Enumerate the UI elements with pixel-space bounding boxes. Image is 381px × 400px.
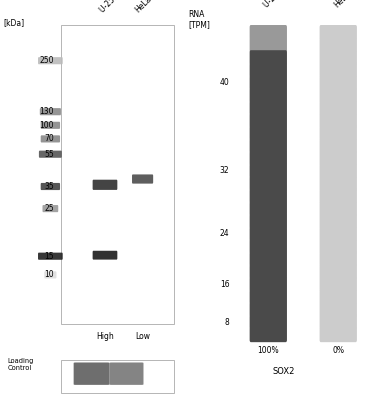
Text: U-251 MG: U-251 MG [262, 0, 295, 10]
FancyBboxPatch shape [41, 122, 60, 129]
FancyBboxPatch shape [320, 25, 357, 40]
FancyBboxPatch shape [320, 75, 357, 90]
FancyBboxPatch shape [250, 126, 287, 141]
FancyBboxPatch shape [320, 226, 357, 242]
Text: 250: 250 [40, 56, 54, 65]
FancyBboxPatch shape [93, 180, 117, 190]
FancyBboxPatch shape [40, 108, 61, 115]
FancyBboxPatch shape [250, 189, 287, 204]
Text: 35: 35 [44, 182, 54, 191]
Text: 32: 32 [220, 166, 229, 176]
FancyBboxPatch shape [320, 302, 357, 317]
Text: 15: 15 [44, 252, 54, 261]
FancyBboxPatch shape [320, 189, 357, 204]
FancyBboxPatch shape [109, 362, 144, 385]
Text: HeLa: HeLa [332, 0, 352, 10]
Text: 10: 10 [44, 270, 54, 279]
FancyBboxPatch shape [250, 226, 287, 242]
Text: 100: 100 [40, 121, 54, 130]
FancyBboxPatch shape [38, 57, 63, 64]
FancyBboxPatch shape [320, 252, 357, 266]
FancyBboxPatch shape [250, 302, 287, 317]
FancyBboxPatch shape [250, 151, 287, 166]
Text: 0%: 0% [332, 346, 344, 355]
Text: [kDa]: [kDa] [4, 18, 25, 27]
FancyBboxPatch shape [39, 151, 62, 158]
Text: 40: 40 [220, 78, 229, 87]
FancyBboxPatch shape [41, 135, 60, 142]
FancyBboxPatch shape [320, 63, 357, 78]
Text: U-251 MG: U-251 MG [98, 0, 131, 15]
Text: High: High [96, 332, 114, 341]
FancyBboxPatch shape [250, 164, 287, 178]
Text: SOX2: SOX2 [273, 368, 295, 376]
Text: 55: 55 [44, 150, 54, 159]
FancyBboxPatch shape [250, 277, 287, 292]
FancyBboxPatch shape [320, 38, 357, 52]
FancyBboxPatch shape [250, 315, 287, 330]
FancyBboxPatch shape [250, 113, 287, 128]
FancyBboxPatch shape [320, 113, 357, 128]
FancyBboxPatch shape [250, 176, 287, 191]
FancyBboxPatch shape [320, 88, 357, 103]
Text: RNA
[TPM]: RNA [TPM] [189, 10, 211, 29]
Text: 100%: 100% [258, 346, 279, 355]
FancyBboxPatch shape [320, 100, 357, 116]
Text: 8: 8 [225, 318, 229, 327]
FancyBboxPatch shape [250, 25, 287, 40]
FancyBboxPatch shape [250, 264, 287, 279]
FancyBboxPatch shape [250, 327, 287, 342]
FancyBboxPatch shape [44, 271, 56, 278]
Text: 16: 16 [220, 280, 229, 289]
FancyBboxPatch shape [250, 290, 287, 304]
FancyBboxPatch shape [250, 252, 287, 266]
FancyBboxPatch shape [320, 126, 357, 141]
FancyBboxPatch shape [320, 50, 357, 65]
FancyBboxPatch shape [250, 88, 287, 103]
FancyBboxPatch shape [41, 183, 60, 190]
FancyBboxPatch shape [320, 201, 357, 216]
FancyBboxPatch shape [320, 214, 357, 229]
Text: 25: 25 [44, 204, 54, 213]
Text: HeLa: HeLa [133, 0, 154, 15]
FancyBboxPatch shape [320, 239, 357, 254]
FancyBboxPatch shape [320, 327, 357, 342]
Text: 130: 130 [40, 107, 54, 116]
FancyBboxPatch shape [250, 75, 287, 90]
FancyBboxPatch shape [74, 362, 109, 385]
FancyBboxPatch shape [250, 138, 287, 153]
FancyBboxPatch shape [320, 164, 357, 178]
Text: Loading
Control: Loading Control [7, 358, 34, 372]
FancyBboxPatch shape [250, 38, 287, 52]
FancyBboxPatch shape [250, 50, 287, 65]
FancyBboxPatch shape [250, 201, 287, 216]
Text: 24: 24 [220, 230, 229, 238]
FancyBboxPatch shape [320, 315, 357, 330]
FancyBboxPatch shape [61, 360, 174, 393]
FancyBboxPatch shape [132, 174, 153, 184]
Text: 70: 70 [44, 134, 54, 143]
FancyBboxPatch shape [320, 277, 357, 292]
FancyBboxPatch shape [93, 251, 117, 260]
FancyBboxPatch shape [43, 205, 58, 212]
FancyBboxPatch shape [320, 264, 357, 279]
FancyBboxPatch shape [250, 239, 287, 254]
FancyBboxPatch shape [250, 214, 287, 229]
FancyBboxPatch shape [250, 63, 287, 78]
FancyBboxPatch shape [320, 151, 357, 166]
FancyBboxPatch shape [320, 176, 357, 191]
FancyBboxPatch shape [320, 290, 357, 304]
FancyBboxPatch shape [320, 138, 357, 153]
FancyBboxPatch shape [250, 100, 287, 116]
Text: Low: Low [135, 332, 150, 341]
FancyBboxPatch shape [61, 25, 174, 324]
FancyBboxPatch shape [38, 253, 63, 260]
